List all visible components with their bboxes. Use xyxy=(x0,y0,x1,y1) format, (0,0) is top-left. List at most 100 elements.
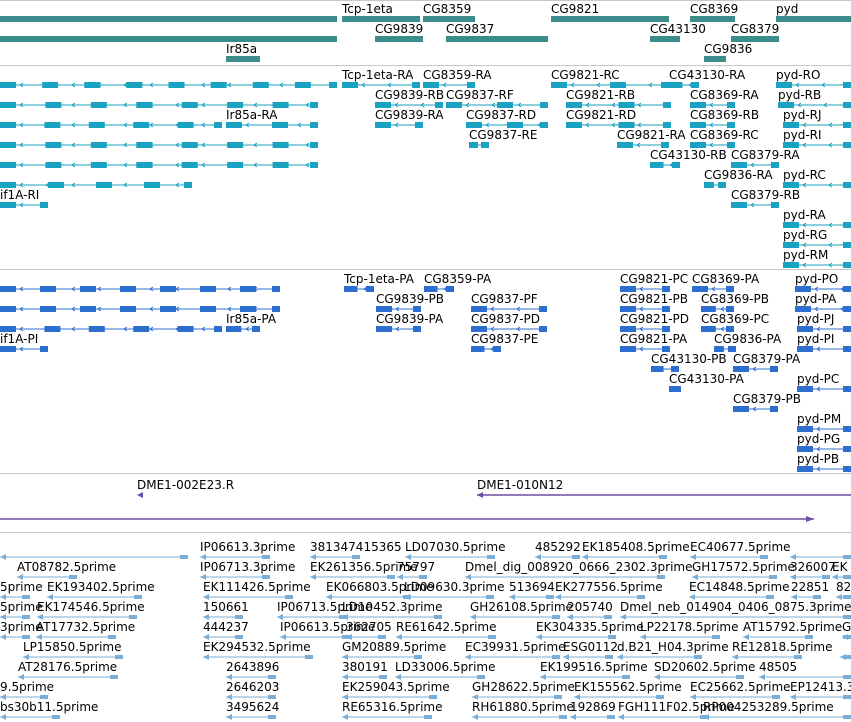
proteins-feature[interactable]: CG8369-PB xyxy=(701,292,769,312)
ests-feature[interactable]: EC14848.5prime xyxy=(689,580,790,600)
proteins-feature[interactable]: pyd-PA xyxy=(795,292,851,312)
transcript-track[interactable]: Tcp-1eta-RA CG8359-RA CG9821-RC CG43130-RA p… xyxy=(0,0,851,270)
genes-feature[interactable]: Ir85a xyxy=(226,42,260,62)
ests-feature[interactable]: 3prime xyxy=(0,620,43,640)
ests-feature[interactable]: AT08782.5prime xyxy=(17,560,116,580)
ests-feature[interactable]: Dmel_neb_014904_0406_0875.3prime xyxy=(620,600,851,620)
ests-feature[interactable]: RE12818.5prime xyxy=(732,640,833,660)
proteins-feature[interactable]: Ir85a-PA xyxy=(226,312,276,332)
ests-feature[interactable] xyxy=(840,640,851,660)
genes-feature[interactable]: CG8359 xyxy=(423,2,475,22)
proteins-feature[interactable]: CG9821-PA xyxy=(620,332,687,352)
transcripts-feature[interactable]: CG9839-RB xyxy=(375,88,444,108)
transcripts-feature[interactable] xyxy=(0,148,318,168)
ests-feature[interactable]: EK174546.5prime xyxy=(37,600,145,620)
ests-feature[interactable]: EK304335.5prime xyxy=(536,620,644,640)
ests-feature[interactable]: EK111426.5prime xyxy=(203,580,311,600)
transcripts-feature[interactable]: CG8379-RA xyxy=(731,148,800,168)
transcripts-feature[interactable]: pyd-RO xyxy=(776,68,851,88)
ests-feature[interactable]: 485292 xyxy=(535,540,581,560)
transcripts-feature[interactable]: CG9837-RE xyxy=(469,128,537,148)
ests-feature[interactable]: 75797 xyxy=(397,560,435,580)
ests-feature[interactable]: EK155562.5prime xyxy=(574,680,682,700)
ests-feature[interactable]: IP06713.5prime xyxy=(277,600,372,620)
ests-feature[interactable]: ESG0112 xyxy=(563,640,618,660)
proteins-feature[interactable]: pyd-PO xyxy=(795,272,851,292)
ests-feature[interactable]: 3495624 xyxy=(226,700,279,720)
transcripts-feature[interactable]: CG9821-RD xyxy=(566,108,671,128)
ests-feature[interactable]: RH61880.5prime xyxy=(472,700,574,720)
proteins-feature[interactable]: CG8359-PA xyxy=(424,272,491,292)
bac-feature[interactable]: DME1-010N12 xyxy=(477,478,851,498)
ests-feature[interactable]: GH28622.5prime xyxy=(472,680,575,700)
proteins-feature[interactable]: CG9837-PD xyxy=(471,312,547,332)
ests-feature[interactable]: 192869 xyxy=(570,700,616,720)
proteins-feature[interactable] xyxy=(0,272,280,292)
transcripts-feature[interactable]: CG8369-RB xyxy=(690,108,759,128)
transcripts-feature[interactable]: CG9836-RA xyxy=(704,168,773,188)
ests-feature[interactable]: EC39931.5prime xyxy=(465,640,566,660)
transcripts-feature[interactable]: pyd-RA xyxy=(783,208,851,228)
ests-feature[interactable]: 22851 xyxy=(791,580,829,600)
ests-feature[interactable]: 205740 xyxy=(567,600,613,620)
ests-feature[interactable]: LP15850.5prime xyxy=(23,640,123,660)
proteins-feature[interactable]: pyd-PC xyxy=(797,372,851,392)
ests-feature[interactable]: 326007 xyxy=(790,560,836,580)
ests-feature[interactable]: RE61642.5prime xyxy=(396,620,497,640)
transcripts-feature[interactable]: CG8369-RA xyxy=(690,88,759,108)
ests-feature[interactable]: EP12413.3 xyxy=(790,680,851,700)
ests-feature[interactable]: IP06613.5prime xyxy=(280,620,375,640)
ests-feature[interactable]: GH26108.5prime xyxy=(470,600,573,620)
ests-feature[interactable]: 362705 xyxy=(346,620,392,640)
genes-feature[interactable]: CG8369 xyxy=(690,2,738,22)
ests-feature[interactable]: 2643896 xyxy=(226,660,279,680)
proteins-feature[interactable]: CG8369-PC xyxy=(701,312,769,332)
transcripts-feature[interactable]: CG9839-RA xyxy=(375,108,444,128)
ests-feature[interactable]: 150661 xyxy=(203,600,249,620)
ests-feature[interactable]: AT15792.5prime xyxy=(743,620,842,640)
ests-feature[interactable]: EK xyxy=(832,560,851,580)
ests-feature[interactable]: Dmel_dig_008920_0666_2302.3prime xyxy=(465,560,693,580)
ests-feature[interactable]: GH17572.5prime xyxy=(692,560,795,580)
ests-feature[interactable]: EK261356.5prime xyxy=(310,560,418,580)
ests-feature[interactable]: LD09630.3prime xyxy=(404,580,505,600)
transcripts-feature[interactable]: pyd-RI xyxy=(783,128,851,148)
transcripts-feature[interactable]: CG9821-RC xyxy=(551,68,669,88)
transcripts-feature[interactable] xyxy=(0,88,318,108)
proteins-feature[interactable] xyxy=(0,292,280,312)
transcripts-feature[interactable]: CG9821-RB xyxy=(566,88,671,108)
genes-feature[interactable]: CG9839 xyxy=(375,22,423,42)
transcripts-feature[interactable]: pyd-RB xyxy=(778,88,851,108)
bac-feature[interactable]: DME1-002E23.R xyxy=(137,478,234,498)
ests-feature[interactable] xyxy=(790,540,851,560)
ests-feature[interactable]: LP22178.5prime xyxy=(640,620,739,640)
ests-feature[interactable]: 5prime xyxy=(0,600,43,620)
transcripts-feature[interactable]: CG8359-RA xyxy=(423,68,492,88)
ests-feature[interactable]: 380191 xyxy=(342,660,388,680)
ests-feature[interactable]: 513694 xyxy=(509,580,555,600)
ests-feature[interactable]: EC40677.5prime xyxy=(690,540,791,560)
transcripts-feature[interactable] xyxy=(0,128,318,148)
ests-feature[interactable]: 82 xyxy=(836,580,851,600)
genes-feature[interactable]: CG9837 xyxy=(446,22,548,42)
proteins-feature[interactable]: CG9821-PC xyxy=(620,272,688,292)
gene-track[interactable]: Tcp-1eta CG8359 CG9821 CG8369 pyd CG9839 CG983… xyxy=(0,0,851,64)
proteins-feature[interactable]: pyd-PM xyxy=(797,412,851,432)
transcripts-feature[interactable]: CG43130-RB xyxy=(650,148,727,168)
ests-feature[interactable]: d.B21_H04.3prime xyxy=(617,640,729,660)
proteins-feature[interactable]: CG9836-PA xyxy=(714,332,781,352)
genes-feature[interactable]: CG8379 xyxy=(731,22,779,42)
ests-feature[interactable]: EK199516.5prime xyxy=(540,660,648,680)
ests-feature[interactable]: LD07030.5prime xyxy=(405,540,506,560)
proteins-feature[interactable]: CG9839-PB xyxy=(376,292,444,312)
ests-feature[interactable]: bs30b11.5prime xyxy=(0,700,98,720)
proteins-feature[interactable]: CG9837-PF xyxy=(471,292,547,312)
proteins-feature[interactable]: Tcp-1eta-PA xyxy=(344,272,414,292)
ests-feature[interactable]: SD20602.5prime xyxy=(654,660,755,680)
ests-feature[interactable]: 444237 xyxy=(203,620,249,640)
transcripts-feature[interactable]: CG9821-RA xyxy=(617,128,686,148)
proteins-feature[interactable]: CG9839-PA xyxy=(376,312,443,332)
genes-feature[interactable]: Tcp-1eta xyxy=(342,2,420,22)
proteins-feature[interactable]: CG8379-PA xyxy=(733,352,800,372)
